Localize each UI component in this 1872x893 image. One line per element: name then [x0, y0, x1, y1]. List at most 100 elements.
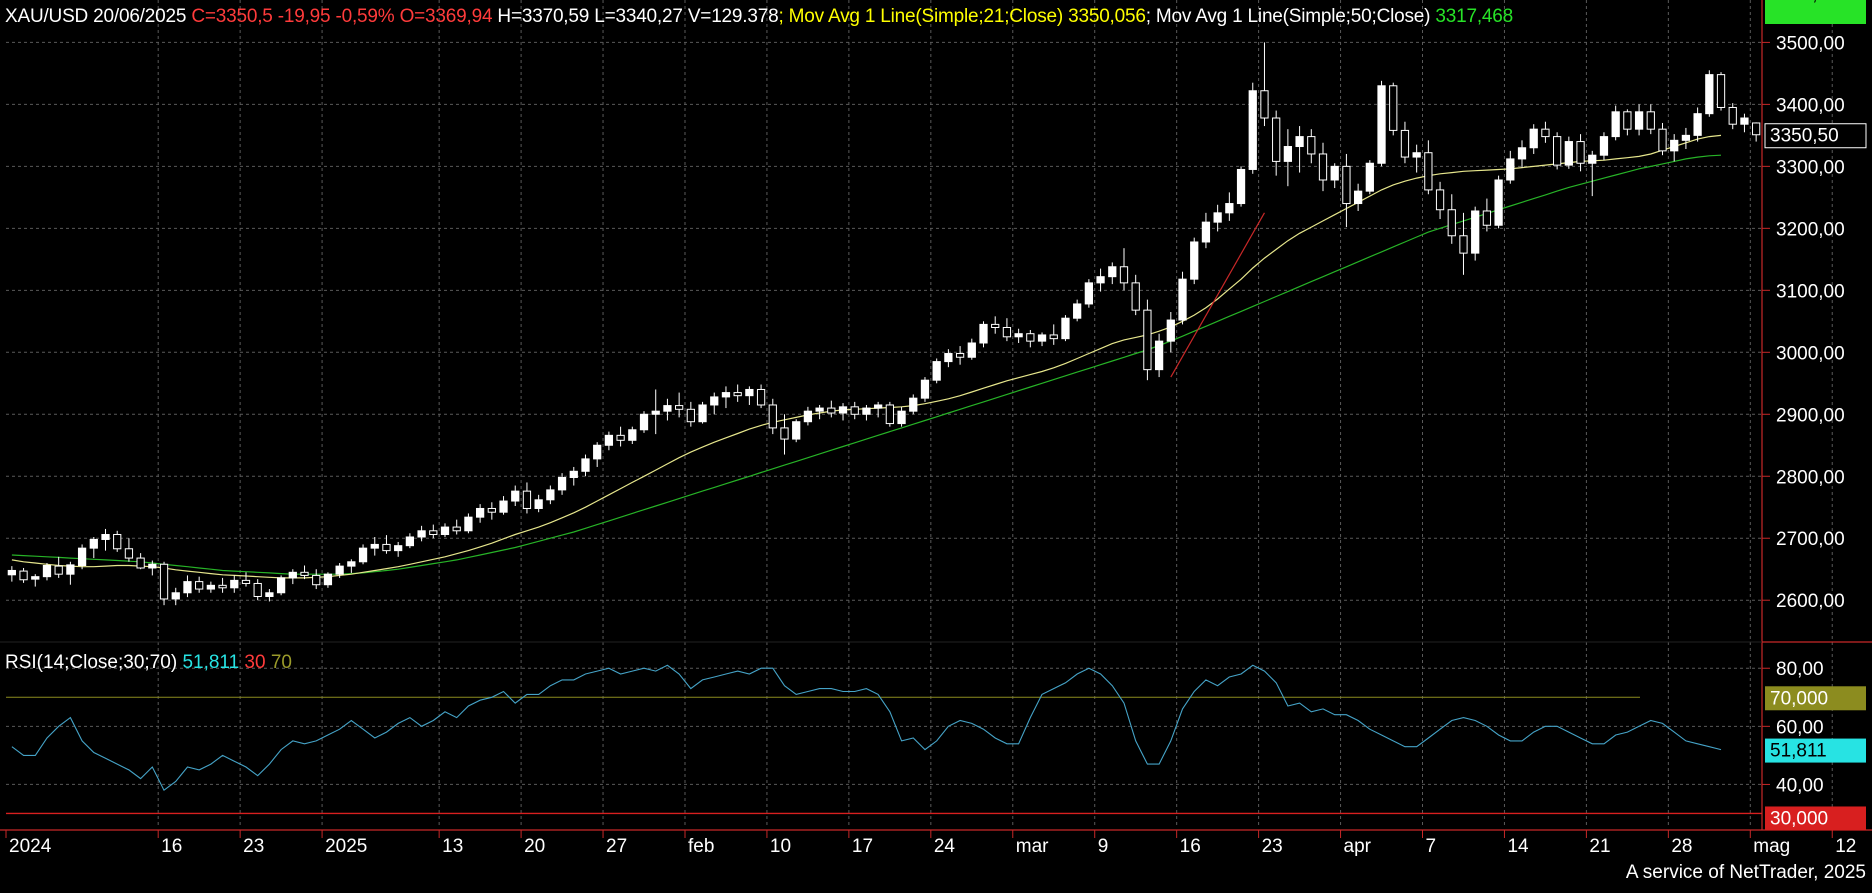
- candle: [616, 426, 625, 447]
- time-tick-label: mar: [1016, 836, 1049, 857]
- candle: [1318, 142, 1328, 192]
- candle-body-down: [1482, 210, 1492, 226]
- candle-body-up: [1670, 139, 1679, 152]
- candle-body-up: [1295, 136, 1304, 148]
- candle: [347, 559, 356, 573]
- time-tick-label: 23: [243, 836, 264, 857]
- rsi-header: RSI(14;Close;30;70) 51,811 30 70: [5, 652, 292, 674]
- candle: [768, 398, 777, 435]
- candle-body-up: [663, 405, 672, 412]
- candle: [405, 533, 415, 549]
- candle: [1260, 42, 1269, 127]
- candle: [288, 569, 297, 585]
- candle: [967, 338, 976, 360]
- header-ohlc: C=3350,5 -19,95 -0,59% O=3369,94: [191, 6, 493, 27]
- candle: [1307, 129, 1316, 164]
- candle-body-up: [31, 576, 40, 580]
- candle: [7, 566, 16, 582]
- candle-body-up: [1084, 282, 1093, 305]
- price-tick-label: 3400,00: [1776, 95, 1845, 116]
- candle: [1681, 127, 1691, 149]
- candle: [604, 431, 614, 451]
- rsi-high-tag-bg: [1765, 686, 1866, 711]
- rsi-high-tag: 70,000: [1765, 686, 1866, 711]
- candle-body-up: [862, 407, 871, 415]
- candle: [1447, 194, 1456, 244]
- time-tick-label: 24: [934, 836, 956, 857]
- candle-body-up: [604, 434, 614, 446]
- candle: [1553, 132, 1562, 170]
- candle: [1026, 329, 1035, 348]
- time-tick-label: feb: [688, 836, 714, 857]
- candle-body-up: [628, 429, 637, 441]
- time-tick-label: 7: [1426, 836, 1437, 857]
- candle-body-up: [1471, 210, 1480, 254]
- candle: [1073, 299, 1082, 322]
- candle: [1154, 333, 1164, 378]
- candle: [1412, 144, 1421, 173]
- candle-body-down: [54, 565, 63, 575]
- ma50-tag-bg: [1765, 0, 1866, 24]
- candle-body-down: [124, 548, 134, 559]
- candle: [253, 579, 262, 601]
- candle: [1037, 332, 1047, 347]
- candle-body-up: [511, 490, 520, 502]
- candle: [335, 563, 344, 578]
- candle-body-down: [1424, 152, 1433, 191]
- candle: [230, 575, 239, 593]
- candle: [276, 575, 286, 596]
- candle: [77, 544, 87, 570]
- candle-body-up: [1108, 266, 1117, 278]
- candle: [382, 535, 391, 554]
- candle: [312, 569, 321, 590]
- candle: [42, 563, 52, 581]
- candle: [1119, 248, 1129, 291]
- candle: [1728, 103, 1737, 130]
- candle: [1541, 121, 1550, 143]
- moving-averages: [11, 134, 1722, 579]
- candle-body-up: [42, 565, 52, 578]
- candle-body-up: [534, 499, 543, 509]
- candle: [1459, 212, 1468, 275]
- time-tick-label: apr: [1344, 836, 1372, 857]
- candle: [593, 442, 602, 467]
- candle-body-up: [1353, 190, 1363, 205]
- candle-body-up: [944, 353, 953, 363]
- candle-body-down: [1026, 333, 1035, 342]
- candle: [546, 485, 555, 505]
- candle: [675, 392, 684, 418]
- candle: [241, 572, 251, 587]
- candle-body-down: [850, 406, 859, 415]
- candle: [499, 496, 508, 515]
- candle-body-up: [1236, 168, 1246, 205]
- candle-body-up: [1681, 134, 1691, 141]
- rsi-low-tag-bg: [1765, 806, 1866, 831]
- rsi-line: [11, 664, 1722, 792]
- price-tick-label: 2900,00: [1776, 405, 1845, 426]
- candle-body-down: [522, 490, 532, 509]
- candle: [31, 574, 40, 587]
- candle: [1576, 134, 1585, 172]
- rsi-header-low: 30: [244, 652, 266, 673]
- candle-body-down: [1459, 235, 1468, 254]
- candle: [1752, 122, 1761, 142]
- rsi-tick-label: 40,00: [1776, 775, 1824, 796]
- candle-body-up: [464, 516, 473, 532]
- last-price-tag: 3350,50: [1764, 123, 1867, 149]
- candle-body-up: [276, 577, 286, 594]
- candle: [1435, 181, 1445, 220]
- rsi-value-tag: 51,811: [1765, 738, 1866, 763]
- candle: [1201, 212, 1211, 249]
- candle: [1330, 163, 1339, 189]
- candle: [1295, 126, 1304, 173]
- candle: [581, 454, 590, 477]
- candle-body-down: [1002, 327, 1012, 338]
- candle: [780, 414, 789, 455]
- candle-body-up: [1073, 303, 1082, 319]
- price-header: XAU/USD 20/06/2025 C=3350,5 -19,95 -0,59…: [5, 6, 1513, 28]
- candle-body-down: [312, 574, 321, 586]
- candle: [1248, 82, 1257, 174]
- rsi-tick-label: 80,00: [1776, 659, 1824, 680]
